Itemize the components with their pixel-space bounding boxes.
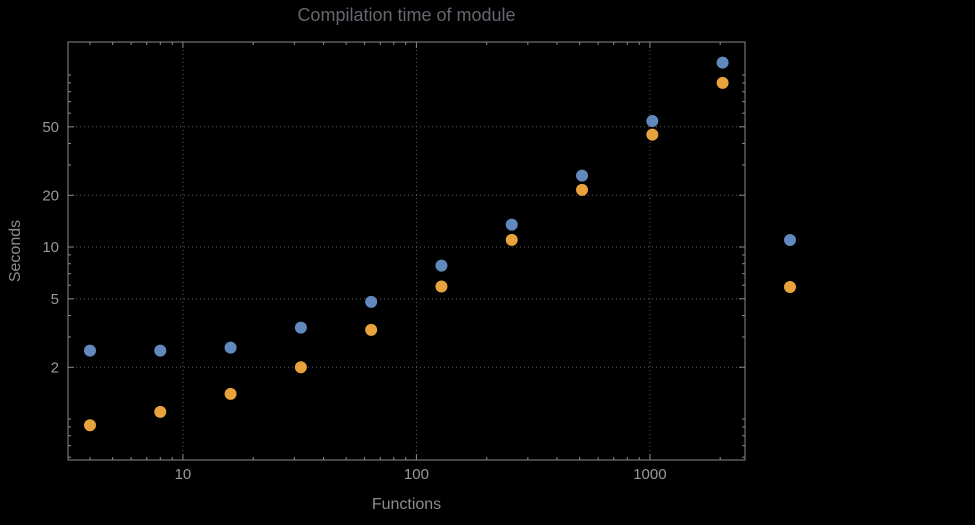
plot-frame	[67, 41, 746, 461]
data-point-orange-series	[83, 419, 96, 432]
data-point-blue-series	[435, 259, 448, 272]
y-tick-label: 20	[42, 187, 59, 204]
x-tick-label: 1000	[633, 466, 666, 483]
data-point-blue-series	[154, 344, 167, 357]
data-point-blue-series	[646, 115, 659, 128]
data-point-orange-series	[154, 405, 167, 418]
x-tick-label: 10	[175, 466, 192, 483]
data-point-orange-series	[435, 280, 448, 293]
data-point-orange-series	[224, 387, 237, 400]
orange-legend-marker	[784, 281, 796, 293]
data-point-orange-series	[576, 183, 589, 196]
data-point-blue-series	[365, 295, 378, 308]
y-tick-label: 10	[42, 239, 59, 256]
data-point-orange-series	[646, 128, 659, 141]
data-point-blue-series	[576, 169, 589, 182]
data-point-blue-series	[83, 344, 96, 357]
data-point-blue-series	[294, 321, 307, 334]
x-axis-label: Functions	[371, 496, 442, 513]
data-point-blue-series	[224, 341, 237, 354]
data-point-blue-series	[716, 56, 729, 69]
y-tick-label: 5	[51, 291, 59, 308]
y-tick-label: 2	[51, 359, 59, 376]
blue-legend-marker	[784, 234, 796, 246]
y-axis-label: Seconds	[7, 219, 24, 283]
chart-title: Compilation time of module	[297, 5, 516, 25]
data-point-blue-series	[505, 218, 518, 231]
y-tick-label: 50	[42, 119, 59, 136]
data-point-orange-series	[505, 233, 518, 246]
data-point-orange-series	[294, 361, 307, 374]
data-point-orange-series	[716, 76, 729, 89]
data-point-orange-series	[365, 323, 378, 336]
x-tick-label: 100	[404, 466, 429, 483]
